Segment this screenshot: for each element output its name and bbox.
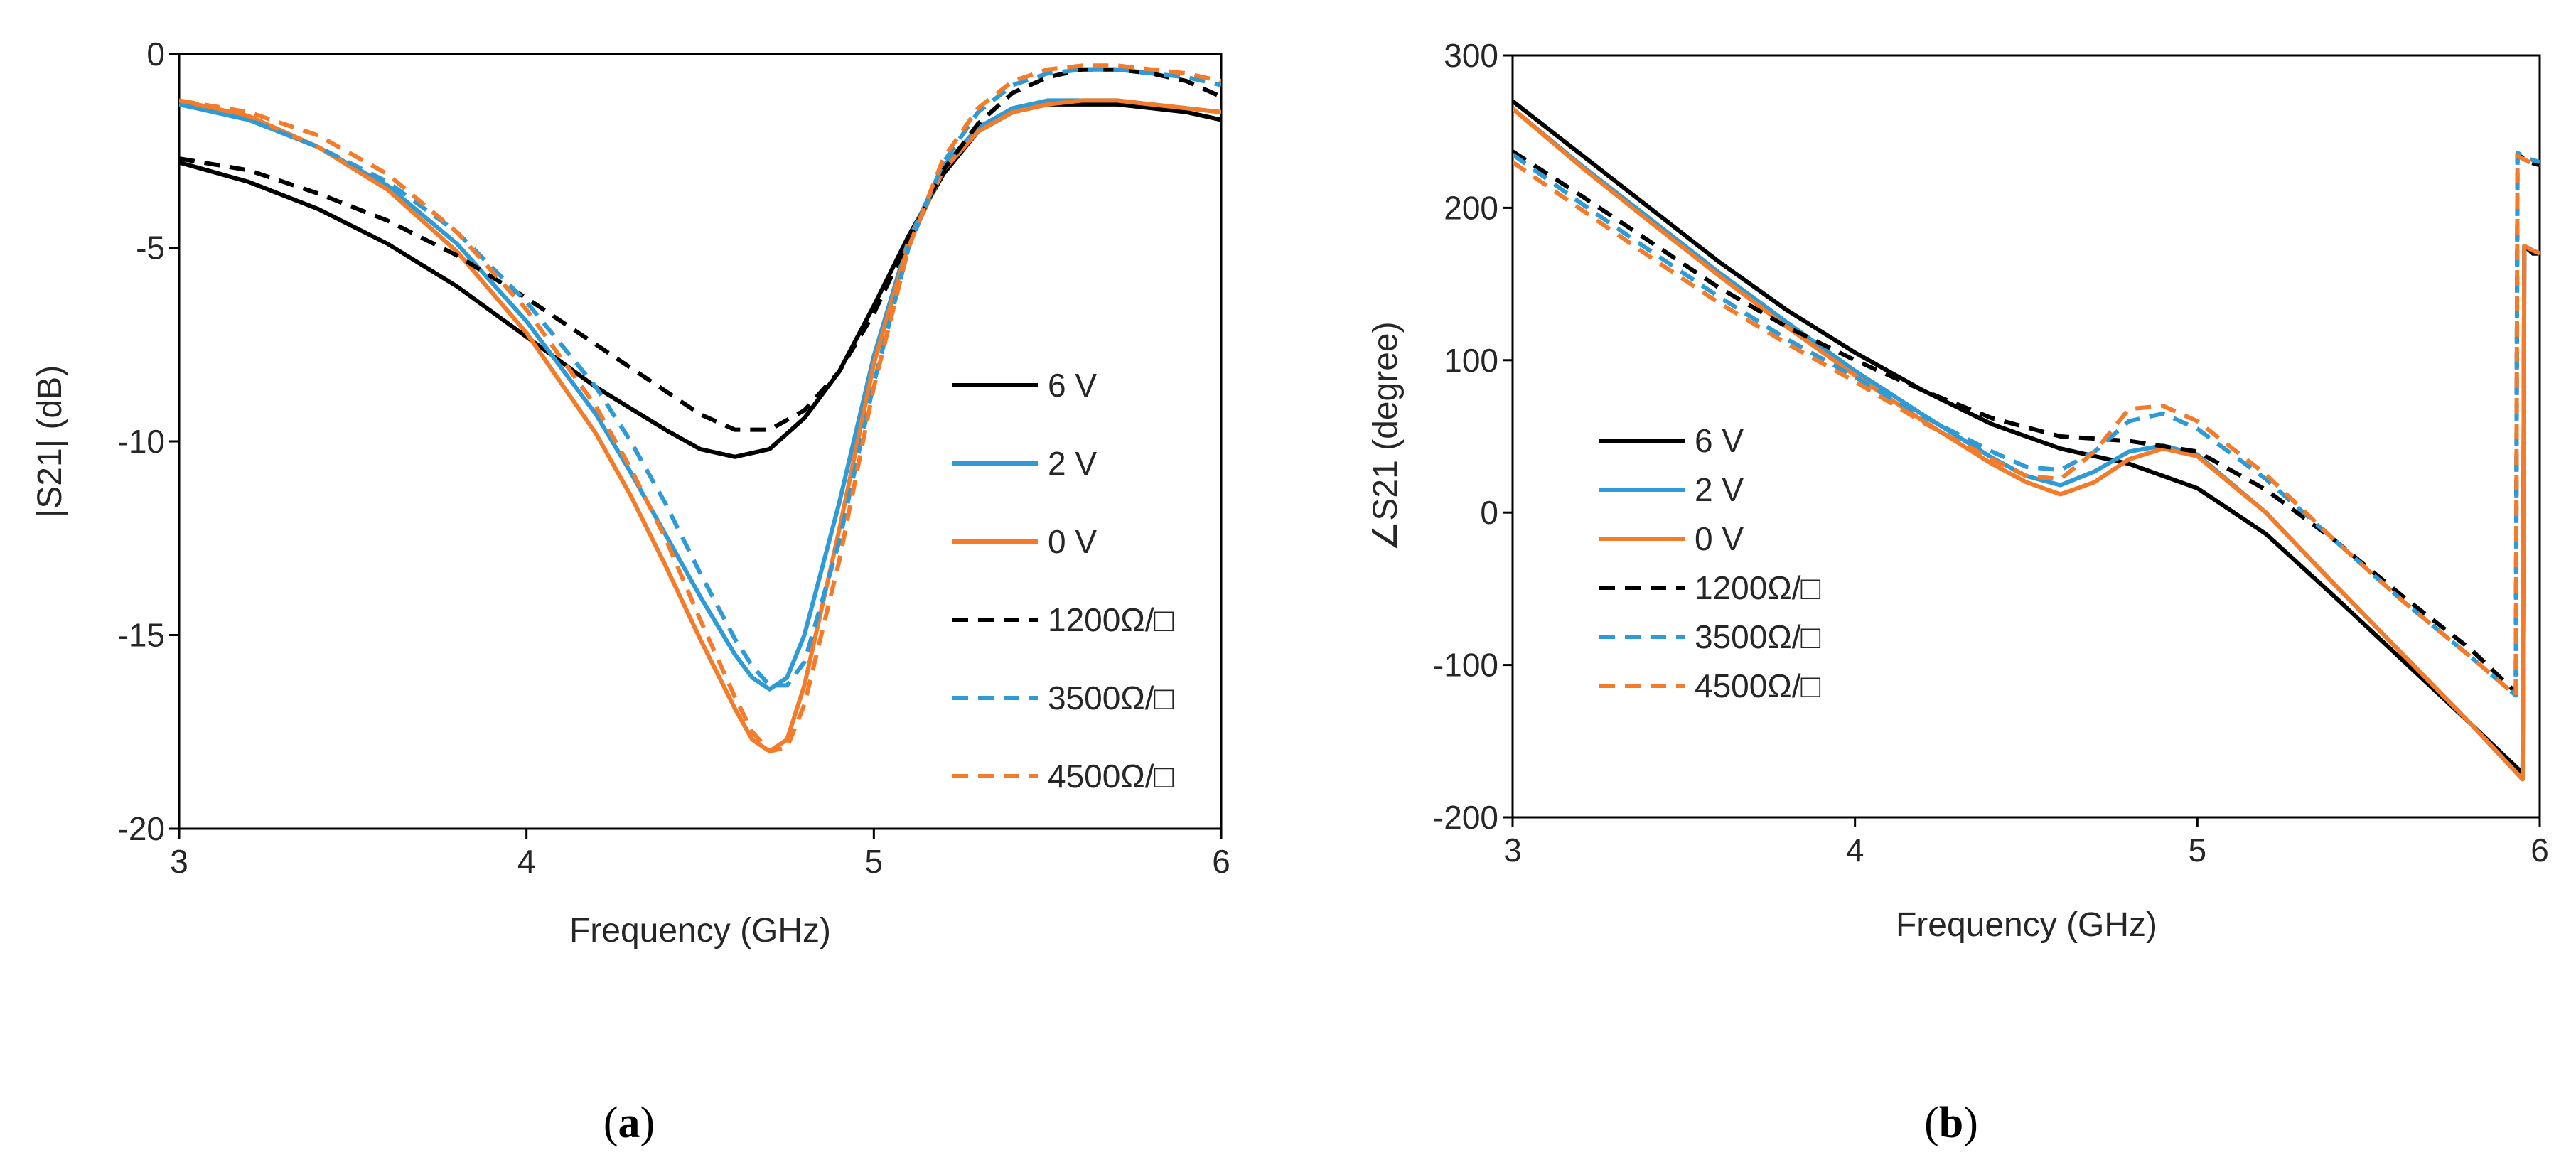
- x-tick-label: 4: [517, 843, 536, 880]
- panel-label: (b): [1924, 1099, 1978, 1147]
- legend-label-4500: 4500Ω/□: [1048, 758, 1174, 795]
- chart-panel-a: 0 -5 -10 -15 -203 4 5 6 Frequency (GHz) |S21| (dB…: [31, 36, 1230, 1147]
- x-tick-label: 4: [1846, 832, 1864, 869]
- y-tick-label: -200: [1433, 799, 1498, 836]
- y-tick-label: 100: [1444, 342, 1498, 379]
- x-tick-label: 6: [2531, 832, 2549, 869]
- legend-label-0-v: 0 V: [1048, 523, 1097, 560]
- y-tick-label: 0: [1480, 494, 1498, 531]
- x-axis-title: Frequency (GHz): [569, 912, 831, 950]
- x-axis-title: Frequency (GHz): [1896, 906, 2157, 944]
- series-line-0-v: [179, 98, 1221, 753]
- legend-label-2-v: 2 V: [1695, 471, 1744, 508]
- legend-label-3500: 3500Ω/□: [1695, 618, 1821, 655]
- legend-label-2-v: 2 V: [1048, 445, 1097, 482]
- legend-label-6-v: 6 V: [1048, 367, 1097, 404]
- panel-label: (a): [603, 1099, 655, 1147]
- y-tick-label: 0: [146, 36, 165, 72]
- plot-frame: [1511, 54, 2541, 819]
- series-group: [179, 63, 1221, 753]
- panel-label-close: ): [1963, 1099, 1978, 1147]
- series-line-2-v: [1513, 107, 2540, 782]
- panel-label-letter: a: [618, 1099, 640, 1147]
- y-axis-title: ∠S21 (degree): [1367, 321, 1405, 551]
- series-group: [1513, 99, 2540, 782]
- y-tick-label: -5: [136, 230, 165, 267]
- y-tick-label: 300: [1444, 37, 1498, 74]
- x-tick-label: 3: [170, 843, 188, 880]
- series-line-3500: [1513, 151, 2540, 698]
- legend-label-0-v: 0 V: [1695, 520, 1744, 557]
- panel-label-open: (: [603, 1099, 618, 1147]
- legend: 6 V 2 V 0 V 1200Ω/□ 3500Ω/□ 4500Ω/□: [1599, 422, 1821, 704]
- series-line-6-v: [1513, 99, 2540, 775]
- legend-label-4500: 4500Ω/□: [1695, 667, 1821, 704]
- y-tick-label: -20: [118, 810, 165, 847]
- legend-label-1200: 1200Ω/□: [1695, 569, 1821, 606]
- y-tick-label: -15: [118, 617, 165, 654]
- legend-label-1200: 1200Ω/□: [1048, 601, 1174, 638]
- y-tick-label: -10: [118, 423, 165, 460]
- series-line-6-v: [179, 102, 1221, 459]
- legend-label-6-v: 6 V: [1695, 422, 1744, 459]
- y-tick-label: 200: [1444, 189, 1498, 226]
- series-line-4500: [179, 63, 1221, 753]
- x-tick-label: 5: [2189, 832, 2207, 869]
- series-line-0-v: [1513, 107, 2540, 782]
- y-axis-title: |S21| (dB): [31, 365, 69, 517]
- y-tick-label: -100: [1433, 647, 1498, 684]
- series-line-4500: [1513, 154, 2540, 698]
- panel-label-open: (: [1924, 1099, 1939, 1147]
- x-tick-label: 3: [1503, 832, 1522, 869]
- legend-label-3500: 3500Ω/□: [1048, 679, 1174, 716]
- x-tick-label: 5: [865, 843, 884, 880]
- x-tick-label: 6: [1212, 843, 1230, 880]
- panel-label-letter: b: [1939, 1099, 1963, 1147]
- panel-label-close: ): [640, 1099, 655, 1147]
- legend: 6 V 2 V 0 V 1200Ω/□ 3500Ω/□ 4500Ω/□: [952, 367, 1174, 795]
